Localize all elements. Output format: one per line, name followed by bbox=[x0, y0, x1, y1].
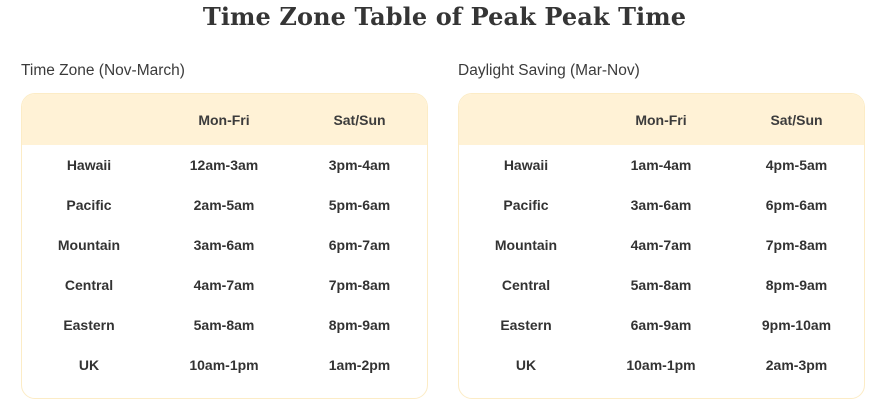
standard-time-table: Mon-Fri Sat/Sun Hawaii 12am-3am 3pm-4am … bbox=[21, 93, 428, 399]
standard-time-heading: Time Zone (Nov-March) bbox=[21, 62, 185, 79]
page-title: Time Zone Table of Peak Peak Time bbox=[202, 2, 687, 31]
weekday-cell: 5am-8am bbox=[630, 277, 692, 293]
zone-cell: UK bbox=[515, 357, 537, 373]
weekday-cell: 4am-7am bbox=[630, 237, 692, 253]
table-row: UK 10am-1pm 1am-2pm bbox=[22, 345, 427, 385]
table-row: Pacific 2am-5am 5pm-6am bbox=[22, 185, 427, 225]
table-header-row: Mon-Fri Sat/Sun bbox=[459, 94, 864, 145]
daylight-saving-section: Daylight Saving (Mar-Nov) Mon-Fri Sat/Su… bbox=[458, 60, 865, 399]
weekday-cell: 10am-1pm bbox=[189, 357, 259, 373]
zone-cell: Pacific bbox=[503, 197, 549, 213]
standard-time-section: Time Zone (Nov-March) Mon-Fri Sat/Sun Ha… bbox=[21, 60, 428, 399]
weekday-cell: 3am-6am bbox=[193, 237, 255, 253]
weekend-cell: 8pm-9am bbox=[765, 277, 828, 293]
table-row: UK 10am-1pm 2am-3pm bbox=[459, 345, 864, 385]
weekday-cell: 12am-3am bbox=[189, 157, 259, 173]
weekend-cell: 2am-3pm bbox=[765, 357, 828, 373]
table-row: Mountain 3am-6am 6pm-7am bbox=[22, 225, 427, 265]
weekday-cell: 10am-1pm bbox=[626, 357, 696, 373]
zone-cell: Hawaii bbox=[66, 157, 112, 173]
table-row: Central 5am-8am 8pm-9am bbox=[459, 265, 864, 305]
zone-cell: Hawaii bbox=[503, 157, 549, 173]
zone-cell: Pacific bbox=[66, 197, 112, 213]
weekday-cell: 6am-9am bbox=[630, 317, 692, 333]
table-row: Eastern 5am-8am 8pm-9am bbox=[22, 305, 427, 345]
header-cell-mon-fri: Mon-Fri bbox=[635, 111, 687, 128]
weekday-cell: 3am-6am bbox=[630, 197, 692, 213]
zone-cell: Mountain bbox=[494, 237, 558, 253]
zone-cell: UK bbox=[78, 357, 100, 373]
zone-cell: Eastern bbox=[63, 317, 115, 333]
zone-cell: Central bbox=[64, 277, 114, 293]
weekend-cell: 1am-2pm bbox=[328, 357, 391, 373]
daylight-saving-table: Mon-Fri Sat/Sun Hawaii 1am-4am 4pm-5am P… bbox=[458, 93, 865, 399]
weekend-cell: 4pm-5am bbox=[765, 157, 828, 173]
weekday-cell: 4am-7am bbox=[193, 277, 255, 293]
weekend-cell: 5pm-6am bbox=[328, 197, 391, 213]
table-row: Mountain 4am-7am 7pm-8am bbox=[459, 225, 864, 265]
daylight-saving-heading: Daylight Saving (Mar-Nov) bbox=[458, 62, 640, 79]
zone-cell: Eastern bbox=[500, 317, 552, 333]
weekend-cell: 6pm-7am bbox=[328, 237, 391, 253]
header-cell-mon-fri: Mon-Fri bbox=[198, 111, 250, 128]
weekend-cell: 7pm-8am bbox=[765, 237, 828, 253]
table-row: Hawaii 12am-3am 3pm-4am bbox=[22, 145, 427, 185]
table-header-row: Mon-Fri Sat/Sun bbox=[22, 94, 427, 145]
header-cell-sat-sun: Sat/Sun bbox=[770, 111, 823, 128]
weekend-cell: 7pm-8am bbox=[328, 277, 391, 293]
table-row: Pacific 3am-6am 6pm-6am bbox=[459, 185, 864, 225]
weekday-cell: 2am-5am bbox=[193, 197, 255, 213]
weekday-cell: 5am-8am bbox=[193, 317, 255, 333]
table-row: Eastern 6am-9am 9pm-10am bbox=[459, 305, 864, 345]
table-row: Hawaii 1am-4am 4pm-5am bbox=[459, 145, 864, 185]
zone-cell: Central bbox=[501, 277, 551, 293]
header-cell-sat-sun: Sat/Sun bbox=[333, 111, 386, 128]
weekday-cell: 1am-4am bbox=[630, 157, 692, 173]
zone-cell: Mountain bbox=[57, 237, 121, 253]
weekend-cell: 8pm-9am bbox=[328, 317, 391, 333]
weekend-cell: 6pm-6am bbox=[765, 197, 828, 213]
weekend-cell: 3pm-4am bbox=[328, 157, 391, 173]
table-row: Central 4am-7am 7pm-8am bbox=[22, 265, 427, 305]
weekend-cell: 9pm-10am bbox=[761, 317, 832, 333]
